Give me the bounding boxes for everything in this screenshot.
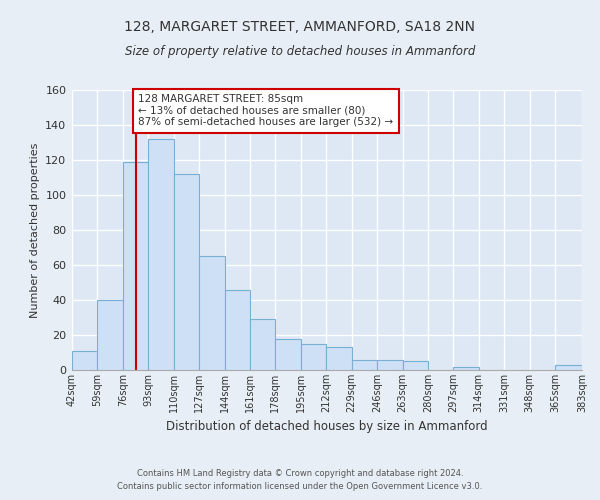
Bar: [301, 344, 326, 370]
Text: Size of property relative to detached houses in Ammanford: Size of property relative to detached ho…: [125, 45, 475, 58]
Text: 128, MARGARET STREET, AMMANFORD, SA18 2NN: 128, MARGARET STREET, AMMANFORD, SA18 2N…: [125, 20, 476, 34]
Bar: [275, 338, 301, 370]
Bar: [97, 300, 123, 370]
X-axis label: Distribution of detached houses by size in Ammanford: Distribution of detached houses by size …: [166, 420, 488, 434]
Bar: [148, 139, 174, 370]
Bar: [123, 162, 148, 370]
Bar: [377, 360, 403, 370]
Bar: [72, 351, 97, 370]
Bar: [199, 256, 224, 370]
Bar: [224, 290, 250, 370]
Bar: [403, 361, 428, 370]
Text: Contains HM Land Registry data © Crown copyright and database right 2024.: Contains HM Land Registry data © Crown c…: [137, 468, 463, 477]
Text: 128 MARGARET STREET: 85sqm
← 13% of detached houses are smaller (80)
87% of semi: 128 MARGARET STREET: 85sqm ← 13% of deta…: [139, 94, 394, 128]
Bar: [555, 365, 582, 370]
Bar: [352, 360, 377, 370]
Y-axis label: Number of detached properties: Number of detached properties: [30, 142, 40, 318]
Text: Contains public sector information licensed under the Open Government Licence v3: Contains public sector information licen…: [118, 482, 482, 491]
Bar: [326, 347, 352, 370]
Bar: [454, 366, 479, 370]
Bar: [250, 320, 275, 370]
Bar: [174, 174, 199, 370]
